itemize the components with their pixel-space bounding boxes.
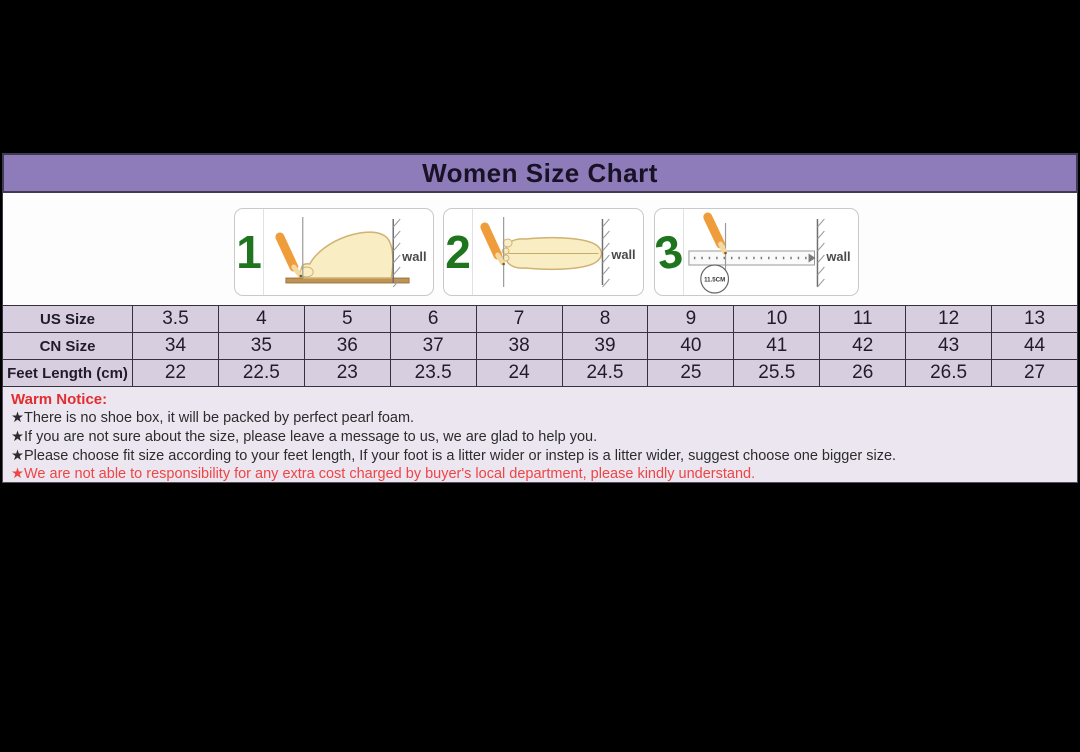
feet-length-cell: 24.5: [561, 359, 649, 387]
pencil-tip: [718, 241, 728, 255]
wall-label: wall: [825, 249, 850, 264]
feet-length-cell: 22: [132, 359, 219, 387]
foot-top-view-illustration: wall: [480, 217, 636, 288]
us-size-cell: 4: [217, 305, 305, 333]
pencil-lead: [724, 251, 727, 255]
cn-size-cell: 43: [905, 332, 993, 360]
us-size-cell: 6: [389, 305, 477, 333]
pencil-tip: [291, 264, 303, 278]
pencil-icon: [480, 222, 503, 260]
feet-length-cell: 24: [475, 359, 563, 387]
ruler-measure-illustration: 11.5CM wall: [688, 212, 851, 294]
length-callout-circle: [700, 264, 730, 294]
feet-length-cell: 23.5: [389, 359, 477, 387]
toe-bump: [502, 238, 513, 248]
table-row-us-size: US Size 3.5 4 5 6 7 8 9 10 11 12 13: [2, 305, 1078, 333]
pencil-icon: [275, 232, 299, 272]
pencil-lead: [299, 274, 303, 278]
row-label: CN Size: [2, 332, 133, 360]
pencil-tip: [495, 252, 506, 266]
feet-length-cell: 25.5: [733, 359, 821, 387]
wall-hatching: [602, 218, 610, 288]
measure-step-panel-2: 2 wall: [443, 208, 644, 296]
warm-notice-section: Warm Notice: ★There is no shoe box, it w…: [2, 387, 1078, 483]
step-number-2: 2: [444, 209, 473, 295]
step-digit: 1: [236, 226, 262, 278]
foot-side-view-illustration: wall: [275, 217, 427, 288]
cn-size-cell: 44: [991, 332, 1078, 360]
pencil-icon: [703, 212, 726, 249]
cn-size-cell: 40: [647, 332, 735, 360]
cn-size-cell: 42: [819, 332, 907, 360]
measuring-instructions: 1 wall 2: [2, 193, 1078, 305]
us-size-cell: 9: [647, 305, 735, 333]
size-chart-content: Women Size Chart 1 wall: [2, 153, 1078, 483]
cn-size-cell: 36: [303, 332, 391, 360]
step-digit: 3: [650, 223, 688, 281]
feet-length-cell: 25: [647, 359, 735, 387]
notice-line: ★If you are not sure about the size, ple…: [11, 428, 598, 445]
cn-size-cell: 39: [561, 332, 649, 360]
feet-length-cell: 22.5: [217, 359, 305, 387]
us-size-cell: 5: [303, 305, 391, 333]
wall-hatching: [817, 218, 825, 288]
table-row-feet-length: Feet Length (cm) 22 22.5 23 23.5 24 24.5…: [2, 359, 1078, 387]
ruler-arrow: [808, 253, 816, 263]
chart-title-bar: Women Size Chart: [2, 153, 1078, 193]
cn-size-cell: 35: [217, 332, 305, 360]
measure-step-panel-3: 3 11.5CM wall: [650, 208, 859, 296]
pencil-lead: [502, 262, 505, 266]
us-size-cell: 13: [991, 305, 1078, 333]
warm-notice-title: Warm Notice:: [11, 391, 108, 408]
us-size-cell: 10: [733, 305, 821, 333]
notice-line-warning: ★We are not able to responsibility for a…: [11, 466, 756, 483]
ruler-length-label: 11.5CM: [704, 276, 725, 283]
feet-length-cell: 26: [819, 359, 907, 387]
foot-side-shape: [300, 231, 394, 279]
notice-line: ★Please choose fit size according to you…: [11, 447, 897, 464]
table-row-cn-size: CN Size 34 35 36 37 38 39 40 41 42 43 44: [2, 332, 1078, 360]
us-size-cell: 8: [561, 305, 649, 333]
step-number-3: 3: [650, 209, 688, 295]
row-label: Feet Length (cm): [2, 359, 133, 387]
step-digit: 2: [445, 226, 471, 278]
cn-size-cell: 41: [733, 332, 821, 360]
us-size-cell: 3.5: [132, 305, 219, 333]
us-size-cell: 12: [905, 305, 993, 333]
feet-length-cell: 26.5: [905, 359, 993, 387]
row-label: US Size: [2, 305, 133, 333]
cn-size-cell: 34: [132, 332, 219, 360]
measure-step-panel-1: 1 wall: [234, 208, 434, 296]
cn-size-cell: 37: [389, 332, 477, 360]
cn-size-cell: 38: [475, 332, 563, 360]
page-title: Women Size Chart: [422, 157, 658, 188]
wall-label: wall: [401, 249, 426, 264]
size-table: US Size 3.5 4 5 6 7 8 9 10 11 12 13 CN S…: [2, 305, 1078, 387]
feet-length-cell: 23: [303, 359, 391, 387]
feet-length-cell: 27: [991, 359, 1078, 387]
ruler: [688, 250, 815, 266]
us-size-cell: 7: [475, 305, 563, 333]
us-size-cell: 11: [819, 305, 907, 333]
wall-label: wall: [610, 247, 635, 262]
wall-hatching: [392, 218, 401, 288]
step-number-1: 1: [235, 209, 264, 295]
notice-line: ★There is no shoe box, it will be packed…: [11, 410, 415, 426]
